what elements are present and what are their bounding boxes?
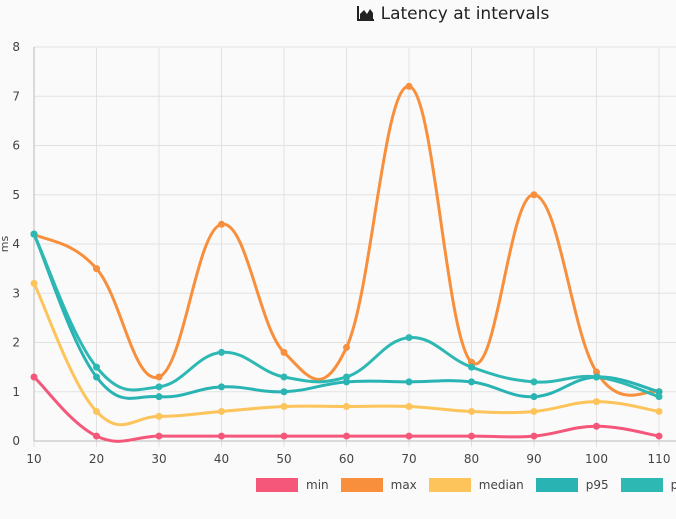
- y-tick-label: 1: [12, 385, 20, 399]
- data-point-min[interactable]: [218, 432, 225, 440]
- data-point-p99[interactable]: [30, 230, 38, 238]
- series-points: [30, 82, 663, 440]
- data-point-min[interactable]: [30, 373, 38, 381]
- legend-label: min: [306, 478, 329, 492]
- series-line-median: [32, 282, 660, 427]
- legend-label: median: [478, 478, 524, 492]
- data-point-median[interactable]: [655, 407, 663, 415]
- y-tick-label: 0: [12, 434, 20, 448]
- data-point-median[interactable]: [30, 279, 38, 287]
- data-point-median[interactable]: [593, 398, 600, 406]
- data-point-p99[interactable]: [155, 383, 163, 391]
- data-point-max[interactable]: [593, 368, 600, 376]
- data-point-median[interactable]: [280, 403, 288, 411]
- data-point-min[interactable]: [530, 432, 538, 440]
- x-tick-label: 70: [401, 452, 416, 466]
- data-point-p95[interactable]: [155, 393, 163, 401]
- legend-swatch: [535, 478, 578, 492]
- data-point-p99[interactable]: [593, 373, 600, 381]
- data-point-p99[interactable]: [343, 373, 350, 381]
- x-tick-label: 90: [526, 452, 541, 466]
- data-point-p95[interactable]: [655, 388, 663, 396]
- x-tick-label: 60: [339, 452, 354, 466]
- data-point-min[interactable]: [280, 432, 288, 440]
- axes: 0 1 2 3 4 5 6 7 8 10 20 30 40 50 60 70 80 90 100 110: [12, 40, 676, 466]
- x-tick-label: 100: [585, 452, 608, 466]
- data-point-p95[interactable]: [280, 388, 288, 396]
- y-axis-label: ms: [0, 236, 11, 253]
- legend-label: p95: [585, 478, 609, 492]
- x-tick-label: 20: [89, 452, 104, 466]
- data-point-median[interactable]: [468, 407, 475, 415]
- series-line-p99: [32, 233, 660, 399]
- data-point-p99[interactable]: [468, 363, 475, 371]
- data-point-p95[interactable]: [218, 383, 225, 391]
- data-point-p99[interactable]: [93, 363, 100, 371]
- data-point-median[interactable]: [155, 412, 163, 420]
- data-point-min[interactable]: [343, 432, 350, 440]
- legend-item-max[interactable]: max: [340, 478, 417, 492]
- data-point-max[interactable]: [405, 82, 413, 90]
- data-point-p95[interactable]: [468, 378, 475, 386]
- data-point-max[interactable]: [155, 373, 163, 381]
- grid: [33, 46, 676, 447]
- y-tick-label: 4: [12, 237, 20, 251]
- x-tick-label: 10: [26, 452, 41, 466]
- data-point-p99[interactable]: [655, 393, 663, 401]
- legend-label: p99: [670, 478, 676, 492]
- x-tick-label: 30: [151, 452, 166, 466]
- data-point-min[interactable]: [655, 432, 663, 440]
- data-point-p99[interactable]: [218, 348, 225, 356]
- legend-label: max: [390, 478, 417, 492]
- data-point-p95[interactable]: [530, 393, 538, 401]
- data-point-min[interactable]: [468, 432, 475, 440]
- y-tick-label: 7: [12, 89, 20, 103]
- x-tick-label: 40: [214, 452, 229, 466]
- data-point-median[interactable]: [93, 407, 100, 415]
- data-point-p95[interactable]: [93, 373, 100, 381]
- y-tick-label: 5: [12, 188, 20, 202]
- legend-swatch: [340, 478, 383, 492]
- y-tick-label: 6: [12, 139, 20, 153]
- data-point-min[interactable]: [405, 432, 413, 440]
- legend-swatch: [428, 478, 471, 492]
- x-tick-label: 110: [648, 452, 671, 466]
- x-tick-label: 80: [464, 452, 479, 466]
- data-point-max[interactable]: [530, 191, 538, 199]
- data-point-max[interactable]: [343, 343, 350, 351]
- data-point-median[interactable]: [530, 407, 538, 415]
- data-point-median[interactable]: [343, 403, 350, 411]
- data-point-min[interactable]: [93, 432, 100, 440]
- chart-title: Latency at intervals: [0, 4, 676, 26]
- legend-item-median[interactable]: median: [428, 478, 524, 492]
- data-point-median[interactable]: [218, 407, 225, 415]
- data-point-p95[interactable]: [343, 378, 350, 386]
- data-point-min[interactable]: [593, 422, 600, 430]
- legend-swatch: [620, 478, 663, 492]
- chart-title-text: Latency at intervals: [380, 4, 550, 24]
- data-point-median[interactable]: [405, 403, 413, 411]
- legend-item-p99[interactable]: p99: [620, 478, 676, 492]
- y-tick-label: 3: [12, 286, 20, 300]
- line-chart: 0 1 2 3 4 5 6 7 8 10 20 30 40 50 60 70 80 90 100 110 ms: [0, 40, 676, 466]
- legend-item-min[interactable]: min: [256, 478, 329, 492]
- data-point-max[interactable]: [468, 358, 475, 366]
- y-tick-label: 2: [12, 336, 20, 350]
- y-tick-label: 8: [12, 40, 20, 54]
- data-point-p99[interactable]: [280, 373, 288, 381]
- x-tick-label: 50: [276, 452, 291, 466]
- legend: min max median p95 p99: [256, 478, 676, 492]
- data-point-p95[interactable]: [405, 378, 413, 386]
- data-point-p99[interactable]: [530, 378, 538, 386]
- data-point-max[interactable]: [280, 348, 288, 356]
- legend-item-p95[interactable]: p95: [535, 478, 609, 492]
- data-point-max[interactable]: [218, 220, 225, 228]
- data-point-p99[interactable]: [405, 334, 413, 342]
- series-line-p95: [32, 233, 660, 400]
- data-point-max[interactable]: [93, 265, 100, 273]
- legend-swatch: [256, 478, 298, 492]
- area-chart-icon: [356, 5, 375, 26]
- data-point-min[interactable]: [155, 432, 163, 440]
